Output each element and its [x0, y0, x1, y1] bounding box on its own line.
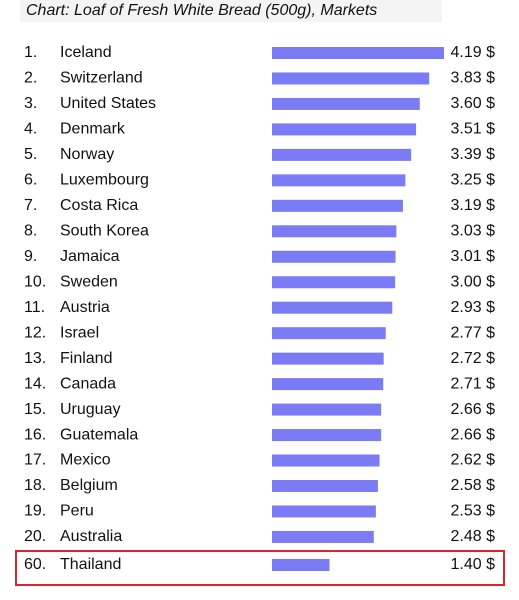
category-label: Costa Rica: [60, 197, 138, 214]
rank: 20.: [24, 528, 46, 545]
value-label: 2.93 $: [451, 299, 496, 316]
category-label: Luxembourg: [60, 172, 149, 189]
bar: [272, 199, 403, 212]
value-label: 3.25 $: [451, 172, 496, 189]
rank: 18.: [24, 477, 46, 494]
rank: 12.: [24, 324, 46, 341]
value-label: 2.72 $: [451, 350, 496, 367]
category-label: Sweden: [60, 273, 118, 290]
value-label: 2.66 $: [451, 401, 496, 418]
category-label: Guatemala: [60, 426, 138, 443]
category-label: Thailand: [60, 556, 121, 573]
bar: [272, 505, 376, 518]
rank: 4.: [24, 121, 37, 138]
value-label: 2.62 $: [451, 452, 496, 469]
category-label: Australia: [60, 528, 122, 545]
rank: 7.: [24, 197, 37, 214]
category-label: Switzerland: [60, 70, 143, 87]
value-label: 3.03 $: [451, 223, 496, 240]
bar: [272, 479, 378, 492]
category-label: Norway: [60, 146, 114, 163]
rank: 2.: [24, 70, 37, 87]
rank: 5.: [24, 146, 37, 163]
category-label: Iceland: [60, 44, 112, 61]
category-label: Jamaica: [60, 248, 120, 265]
rank: 11.: [24, 299, 45, 316]
value-label: 3.19 $: [451, 197, 496, 214]
bar: [272, 454, 380, 467]
rank: 14.: [24, 375, 46, 392]
bar: [272, 250, 396, 263]
rank: 3.: [24, 95, 37, 112]
rank: 8.: [24, 223, 37, 240]
bar: [272, 148, 412, 161]
bar: [272, 72, 430, 85]
rank: 9.: [24, 248, 37, 265]
category-label: Mexico: [60, 452, 111, 469]
category-label: Denmark: [60, 121, 126, 138]
value-label: 3.39 $: [451, 146, 496, 163]
value-label: 3.51 $: [451, 121, 496, 138]
value-label: 2.58 $: [451, 477, 496, 494]
bar: [272, 174, 406, 187]
value-label: 2.66 $: [451, 426, 496, 443]
value-label: 2.48 $: [451, 528, 496, 545]
bar: [272, 276, 396, 289]
category-label: Israel: [60, 324, 99, 341]
value-label: 3.60 $: [451, 95, 496, 112]
category-label: Finland: [60, 350, 112, 367]
category-label: Canada: [60, 375, 116, 392]
value-label: 2.71 $: [451, 375, 496, 392]
category-label: Belgium: [60, 477, 118, 494]
bar: [272, 225, 397, 238]
category-label: Peru: [60, 503, 94, 520]
rank: 19.: [24, 503, 46, 520]
value-label: 2.53 $: [451, 503, 496, 520]
rank: 17.: [24, 452, 46, 469]
bar: [272, 530, 374, 543]
rank: 16.: [24, 426, 46, 443]
rank: 13.: [24, 350, 46, 367]
bar: [272, 403, 382, 416]
rank: 6.: [24, 172, 37, 189]
highlight-box: [15, 550, 505, 586]
bar: [272, 429, 382, 442]
value-label: 1.40 $: [451, 556, 496, 573]
bar: [272, 97, 420, 110]
value-label: 3.00 $: [451, 273, 496, 290]
title-box: [20, 0, 442, 22]
value-label: 3.83 $: [451, 70, 496, 87]
value-label: 3.01 $: [451, 248, 496, 265]
bar: [272, 378, 384, 391]
rank: 60.: [24, 556, 46, 573]
rank: 1.: [24, 44, 37, 61]
value-label: 2.77 $: [451, 324, 496, 341]
category-label: United States: [60, 95, 156, 112]
bar: [272, 301, 393, 314]
rank: 10.: [24, 273, 46, 290]
category-label: Uruguay: [60, 401, 120, 418]
bar: [272, 327, 386, 340]
category-label: Austria: [60, 299, 110, 316]
category-label: South Korea: [60, 223, 149, 240]
bar: [272, 352, 384, 365]
bar: [272, 47, 444, 59]
value-label: 4.19 $: [451, 44, 496, 61]
bar: [272, 123, 417, 136]
rank: 15.: [24, 401, 46, 418]
chart-title: Chart: Loaf of Fresh White Bread (500g),…: [26, 2, 377, 19]
bar: [272, 559, 330, 571]
